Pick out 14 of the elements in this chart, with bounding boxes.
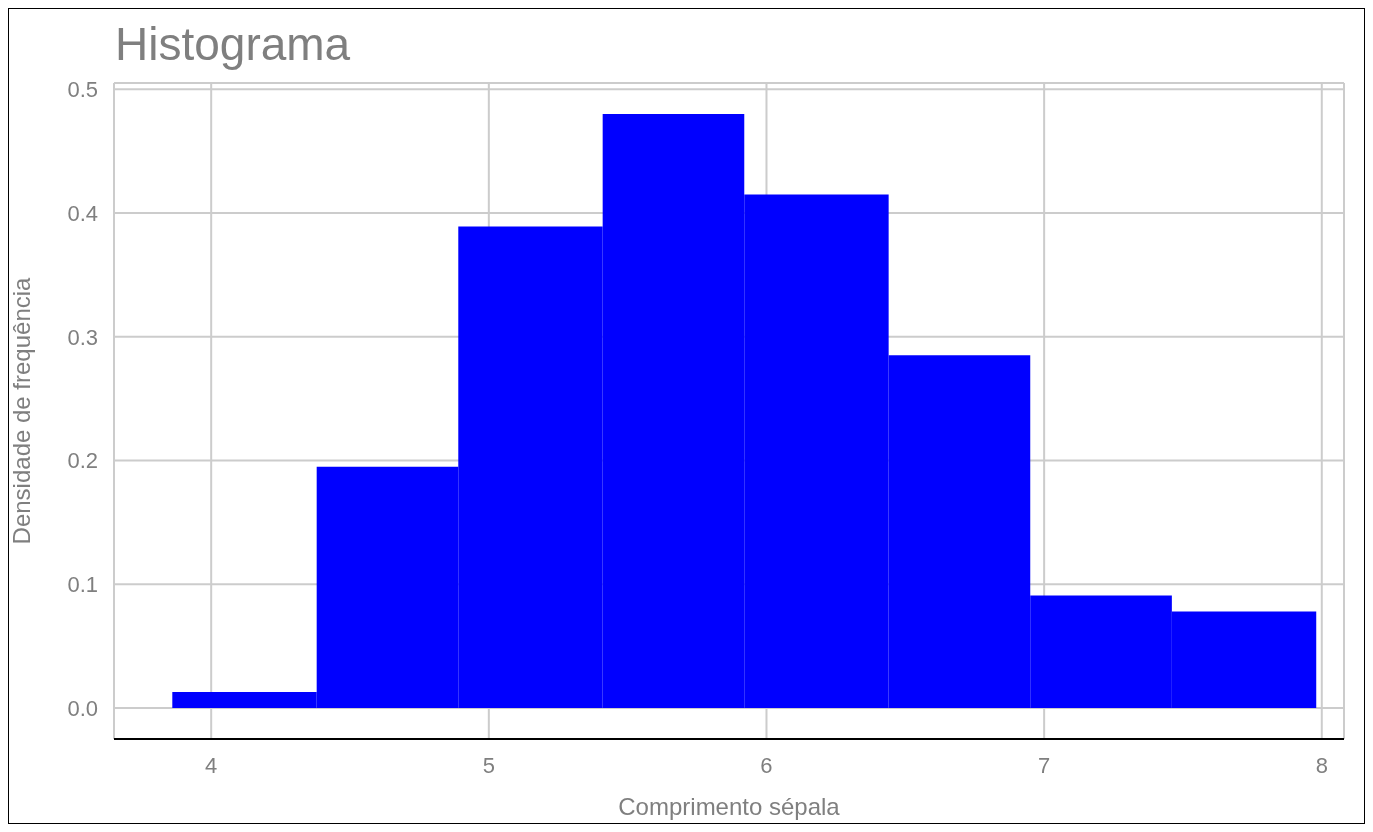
x-axis-title: Comprimento sépala	[618, 793, 841, 820]
y-tick-label: 0.4	[67, 200, 98, 226]
x-tick-label: 7	[1038, 752, 1051, 778]
chart-title: Histograma	[115, 17, 351, 71]
y-axis-title: Densidade de frequência	[7, 276, 35, 545]
y-tick-label: 0.0	[67, 695, 98, 721]
x-tick-label: 6	[760, 752, 773, 778]
y-tick-label: 0.2	[67, 448, 98, 474]
x-tick-label: 4	[205, 752, 218, 778]
x-tick-label: 8	[1315, 752, 1328, 778]
y-tick-label: 0.3	[67, 324, 98, 350]
y-tick-label: 0.1	[67, 572, 98, 598]
y-tick-label: 0.5	[67, 77, 98, 102]
x-tick-label: 5	[482, 752, 495, 778]
